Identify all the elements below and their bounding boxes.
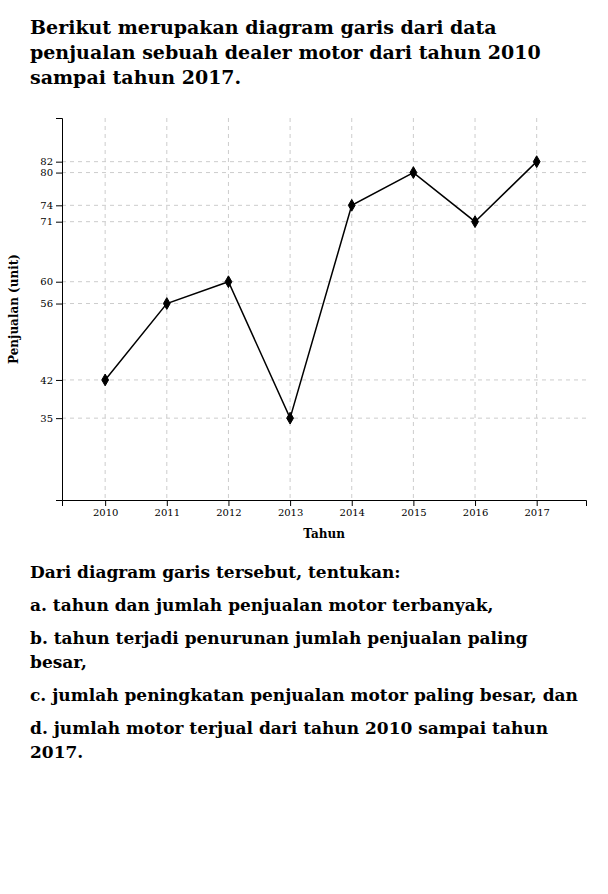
x-tick-label: 2011 — [155, 507, 180, 518]
x-axis-line — [63, 501, 587, 507]
y-tick-label: 82 — [40, 156, 53, 167]
x-tick-mark — [228, 500, 229, 506]
y-tick: 80 — [40, 167, 62, 178]
x-tick-label: 2010 — [93, 507, 118, 518]
grid — [62, 118, 586, 500]
x-tick-mark — [352, 500, 353, 506]
annotation: a. tahun dan jumlah penjualan motor terb… — [30, 595, 493, 615]
x-tick-mark — [537, 500, 538, 506]
annotation: c. jumlah peningkatan penjualan motor pa… — [30, 685, 578, 705]
y-tick: 74 — [40, 200, 62, 211]
x-tick-label: 2015 — [401, 507, 426, 518]
grid-line-x — [475, 118, 476, 500]
y-tick: 35 — [40, 413, 62, 424]
x-tick: 2014 — [340, 500, 365, 518]
annotation-line: 2017. — [30, 742, 83, 762]
x-tick: 2015 — [401, 500, 426, 518]
y-tick: 60 — [40, 276, 62, 287]
point — [287, 412, 294, 424]
y-axis-title: Penjualan (unit) — [7, 254, 21, 364]
x-axis: 2010 2011 2012 2013 2014 2015 2016 2017 — [63, 500, 587, 518]
x-tick: 2017 — [524, 500, 549, 518]
x-tick-label: 2017 — [524, 507, 549, 518]
x-tick-label: 2014 — [340, 507, 365, 518]
grid-line-y — [62, 418, 586, 419]
x-tick: 2011 — [155, 500, 180, 518]
y-tick: 42 — [40, 375, 62, 386]
point — [163, 298, 170, 310]
annotation-line: c. jumlah peningkatan penjualan motor pa… — [30, 685, 578, 705]
y-tick-label: 80 — [40, 167, 53, 178]
y-axis-line — [56, 119, 63, 501]
x-tick-mark — [413, 500, 414, 506]
point — [348, 199, 355, 211]
y-tick-mark — [56, 380, 62, 381]
marks — [102, 156, 540, 424]
grid-line-y — [62, 172, 586, 173]
grid-line-y — [62, 221, 586, 222]
title-line: Berikut merupakan diagram garis dari dat… — [30, 16, 497, 38]
x-tick-mark — [167, 500, 168, 506]
x-tick-mark — [290, 500, 291, 506]
point — [533, 156, 540, 168]
annotation-line: b. tahun terjadi penurunan jumlah penjua… — [30, 628, 528, 648]
x-tick-label: 2013 — [278, 507, 303, 518]
y-tick-label: 35 — [40, 413, 53, 424]
y-tick-label: 42 — [40, 375, 53, 386]
y-tick-mark — [56, 304, 62, 305]
point — [225, 276, 232, 288]
annotation-line: a. tahun dan jumlah penjualan motor terb… — [30, 595, 493, 615]
x-tick: 2016 — [463, 500, 488, 518]
y-tick: 56 — [40, 298, 62, 309]
grid-line-y — [62, 205, 586, 206]
y-tick-mark — [56, 222, 62, 223]
plot: 2010 2011 2012 2013 2014 2015 2016 2017 35 42 56 60… — [40, 118, 586, 518]
title-line: sampai tahun 2017. — [30, 66, 241, 88]
point — [410, 167, 417, 179]
y-tick-mark — [56, 282, 62, 283]
grid-line-y — [62, 379, 586, 380]
y-axis: 35 42 56 60 71 74 8082 — [40, 119, 62, 501]
title-line: penjualan sebuah dealer motor dari tahun… — [30, 41, 541, 63]
x-tick: 2013 — [278, 500, 303, 518]
annotation: b. tahun terjadi penurunan jumlah penjua… — [30, 628, 528, 672]
y-tick-label: 60 — [40, 276, 53, 287]
point — [472, 216, 479, 228]
grid-line-x — [228, 118, 229, 500]
x-axis-title: Tahun — [303, 527, 345, 541]
y-tick-mark — [56, 418, 62, 419]
annotation: Dari diagram garis tersebut, tentukan: — [30, 562, 401, 582]
x-tick: 2010 — [93, 500, 118, 518]
title: Berikut merupakan diagram garis dari dat… — [30, 16, 541, 88]
y-tick-label: 56 — [40, 298, 53, 309]
grid-line-y — [62, 161, 586, 162]
annotation: d. jumlah motor terjual dari tahun 2010 … — [30, 718, 548, 762]
annotation-line: Dari diagram garis tersebut, tentukan: — [30, 562, 401, 582]
grid-line-x — [536, 118, 537, 500]
grid-line-x — [290, 118, 291, 500]
grid-line-x — [105, 118, 106, 500]
annotation-line: besar, — [30, 652, 87, 672]
y-tick-mark — [56, 162, 62, 163]
grid-line-x — [351, 118, 352, 500]
y-tick-mark — [56, 205, 62, 206]
point — [102, 374, 109, 386]
y-tick-mark — [56, 173, 62, 174]
line — [105, 162, 537, 418]
x-tick-mark — [475, 500, 476, 506]
chart-page: Berikut merupakan diagram garis dari dat… — [0, 0, 608, 894]
annotation-line: d. jumlah motor terjual dari tahun 2010 … — [30, 718, 548, 738]
y-tick-label: 74 — [40, 200, 53, 211]
x-tick-label: 2012 — [216, 507, 241, 518]
y-tick: 82 — [40, 156, 62, 167]
y-tick: 71 — [40, 216, 62, 227]
grid-line-y — [62, 281, 586, 282]
x-tick-label: 2016 — [463, 507, 488, 518]
y-tick-label: 71 — [40, 216, 53, 227]
x-tick-mark — [105, 500, 106, 506]
x-tick: 2012 — [216, 500, 241, 518]
